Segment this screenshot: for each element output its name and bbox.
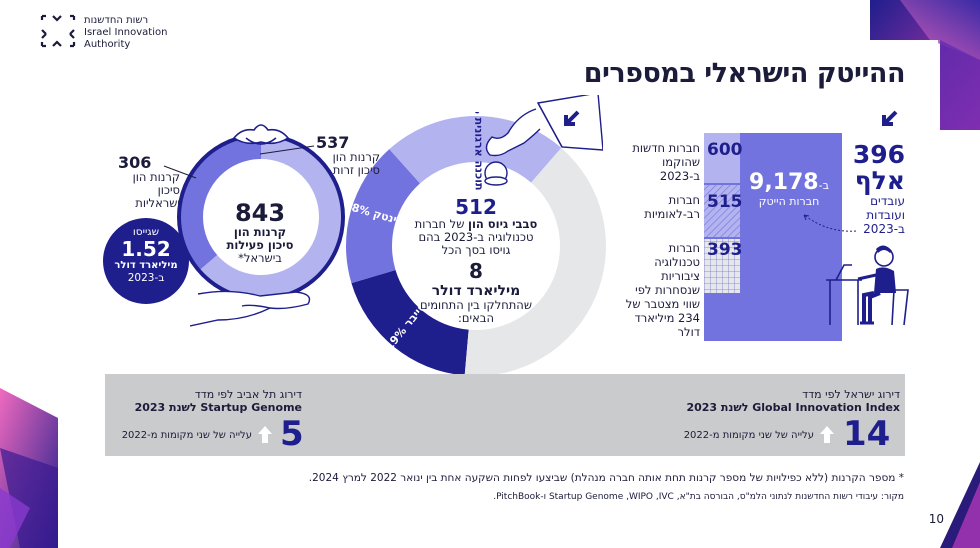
dashed-connector xyxy=(803,214,857,232)
new-companies-value: 600 xyxy=(707,140,743,160)
page-title: ההייטק הישראלי במספרים xyxy=(583,58,906,89)
public-companies-value: 393 xyxy=(707,240,743,260)
donut-slice-other xyxy=(464,147,606,376)
ranking-panel xyxy=(105,374,905,456)
companies-block-pattern xyxy=(704,133,740,293)
gii-ranking-title: דירוג ישראל לפי מדד Global Innovation In… xyxy=(686,388,900,414)
public-companies-label: חברות טכנולוגיה ציבוריות שנסחרות לפי שוו… xyxy=(625,241,700,339)
startup-genome-rank-change: עלייה של שני מקומות מ-2022 xyxy=(121,430,252,441)
person-at-desk-illustration xyxy=(826,245,909,326)
workers-stat: 396 אלף עובדים ועובדות ב-2023 xyxy=(852,140,905,237)
decorative-prism-top-right xyxy=(870,0,980,130)
footnote: * מספר הקרנות (ללא כפילויות של מספר קרנו… xyxy=(308,472,904,484)
multinational-label: חברות רב-לאומיות xyxy=(644,193,700,221)
decorative-prism-bottom-left xyxy=(0,388,58,548)
hand-with-coin-illustration xyxy=(484,95,603,186)
donut-slice-cyber xyxy=(351,269,469,376)
vc-center-text: 843 קרנות הון סיכון פעילות בישראל* xyxy=(226,199,294,265)
authority-logo-icon xyxy=(40,14,76,48)
vc-raised-text: שגייסו 1.52 מיליארד דולר ב-2023 xyxy=(114,226,178,284)
companies-total-label: ב-9,178 חברות הייטק xyxy=(749,170,829,208)
new-companies-label: חברות חדשות שהוקמו ב-2023 xyxy=(632,141,700,183)
decorative-prism-bottom-right xyxy=(940,462,980,548)
fundraising-center-text: 512 סבבי גיוס הון של חברות טכנולוגיה ב-2… xyxy=(414,195,538,325)
donut-label-enterprise: 23% תוכנה ארגונית xyxy=(472,112,486,191)
donut-slice-fintech xyxy=(346,149,421,284)
arrow-up-icon xyxy=(820,426,834,443)
arrow-right-icon xyxy=(882,110,898,126)
gii-rank-value: 14 xyxy=(843,414,891,454)
page-number: 10 xyxy=(928,512,944,526)
org-name-hebrew: רשות החדשנות xyxy=(84,15,149,26)
multinational-value: 515 xyxy=(707,192,743,212)
gii-rank-change: עלייה של שני מקומות מ-2022 xyxy=(683,430,814,441)
money-bag-knot-illustration xyxy=(232,124,290,145)
org-name-english: Israel Innovation Authority xyxy=(84,27,168,50)
startup-genome-rank-value: 5 xyxy=(280,414,304,454)
vc-funds-pie-chart xyxy=(177,133,345,301)
startup-genome-ranking-title: דירוג תל אביב לפי מדד Startup Genome לשנ… xyxy=(134,388,302,414)
vc-foreign-stat: 537 קרנות הון סיכון זרות xyxy=(316,133,380,177)
arrow-down-left-icon xyxy=(564,110,580,126)
arrow-up-icon xyxy=(258,426,272,443)
vc-raised-badge xyxy=(103,218,189,304)
vc-israeli-stat: 306 קרנות הון סיכון ישראליות xyxy=(118,153,180,210)
hand-holding-bag-illustration xyxy=(190,290,311,327)
callout-lines xyxy=(163,145,315,179)
source-note: מקור: עיבודי רשות החדשנות לנתוני הלמ"ס, … xyxy=(493,492,904,502)
